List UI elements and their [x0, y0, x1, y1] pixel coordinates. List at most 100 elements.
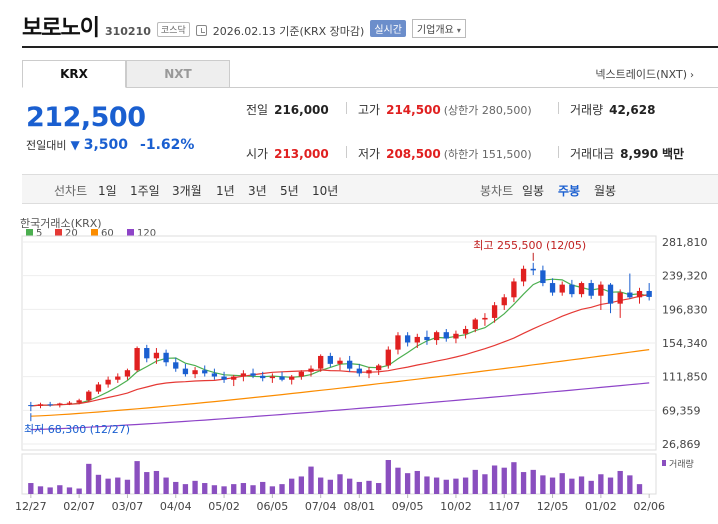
- live-badge[interactable]: 실시간: [370, 20, 406, 37]
- candle-body: [221, 376, 227, 380]
- candle-daily[interactable]: 일봉: [522, 184, 545, 198]
- volume-bar: [173, 481, 179, 494]
- volume-bar: [356, 481, 362, 494]
- period-10y[interactable]: 10년: [312, 184, 339, 198]
- candle-body: [308, 368, 314, 372]
- candle-body: [569, 284, 575, 295]
- stat-sub: (상한가 280,500): [443, 104, 532, 117]
- candle-body: [453, 333, 459, 339]
- volume-bar: [385, 460, 391, 494]
- candle-body: [192, 370, 198, 375]
- candle-body: [318, 355, 324, 369]
- x-tick-label: 01/02: [585, 500, 617, 513]
- stat-value: 213,000: [274, 147, 329, 161]
- x-tick-label: 10/02: [440, 500, 472, 513]
- volume-bar: [269, 486, 276, 494]
- legend-swatch-120: [127, 229, 134, 236]
- stat-value: 214,500: [386, 103, 441, 117]
- chevron-right-icon: ›: [690, 70, 694, 81]
- x-tick-label: 12/27: [15, 500, 47, 513]
- candle-body: [240, 373, 247, 377]
- volume-bar: [395, 467, 401, 494]
- volume-bar: [540, 475, 546, 494]
- period-1y[interactable]: 1년: [216, 184, 235, 198]
- header-divider: [22, 46, 718, 48]
- y-tick-label: 281,810: [662, 236, 708, 249]
- ma-line-60: [30, 349, 650, 417]
- volume-bar: [366, 480, 372, 494]
- candle-body: [28, 405, 34, 407]
- tab-nxt[interactable]: NXT: [126, 60, 230, 88]
- candle-body: [153, 352, 160, 359]
- volume-bar: [66, 487, 73, 494]
- candle-body: [414, 336, 420, 343]
- candle-body: [404, 335, 411, 343]
- price-chart[interactable]: 한국거래소(KRX) 5 20 60 120 281,810 239,320 196,830 1…: [0, 212, 718, 524]
- x-tick-label: 08/01: [343, 500, 375, 513]
- period-1d[interactable]: 1일: [98, 184, 117, 198]
- volume-bar: [636, 484, 643, 494]
- candle-body: [134, 348, 140, 371]
- candle-body: [646, 290, 652, 297]
- legend-swatch-60: [91, 229, 98, 236]
- candle-body: [559, 284, 565, 293]
- stat-amount: 거래대금 8,990 백만: [570, 145, 684, 162]
- volume-bar: [482, 474, 488, 494]
- volume-bar: [134, 461, 140, 494]
- x-tick-label: 05/02: [208, 500, 240, 513]
- y-tick-label: 154,340: [662, 337, 708, 350]
- candle-monthly[interactable]: 월봉: [594, 184, 617, 198]
- candle-weekly[interactable]: 주봉: [558, 184, 581, 198]
- x-tick-label: 09/05: [392, 500, 424, 513]
- tab-krx[interactable]: KRX: [22, 60, 126, 88]
- x-tick-label: 04/04: [160, 500, 192, 513]
- stat-open: 시가 213,000: [246, 145, 329, 162]
- volume-bar: [443, 479, 449, 494]
- nxt-link[interactable]: 넥스트레이드(NXT) ›: [595, 66, 694, 82]
- volume-bar: [520, 472, 527, 494]
- volume-bar: [192, 480, 198, 494]
- volume-bar: [37, 486, 44, 494]
- period-3m[interactable]: 3개월: [172, 184, 202, 198]
- volume-bar: [424, 476, 430, 494]
- candle-body: [211, 373, 218, 377]
- legend-label-20: 20: [65, 228, 78, 239]
- stat-sub: (하한가 151,500): [443, 148, 532, 161]
- stat-label: 거래량: [570, 103, 604, 117]
- period-1w[interactable]: 1주일: [130, 184, 160, 198]
- stat-low: 저가 208,500 (하한가 151,500): [358, 145, 532, 162]
- stat-value: 42,628: [609, 103, 656, 117]
- ma-line-20: [30, 293, 650, 407]
- stat-value: 216,000: [274, 103, 329, 117]
- volume-label: 거래량: [669, 458, 694, 470]
- volume-bar: [617, 470, 623, 494]
- candle-body: [578, 283, 585, 295]
- volume-bar: [95, 474, 102, 494]
- x-tick-label: 02/06: [633, 500, 665, 513]
- company-overview-button[interactable]: 기업개요 ▾: [411, 19, 466, 38]
- stat-label: 거래대금: [570, 147, 615, 161]
- divider: [346, 102, 347, 114]
- volume-bar: [163, 477, 169, 494]
- candle-body: [395, 335, 401, 350]
- stock-header: 보로노이 310210 코스닥 2026.02.13 기준(KRX 장마감) 실…: [22, 10, 466, 46]
- candle-body: [66, 402, 73, 404]
- legend-label-120: 120: [137, 228, 156, 239]
- candle-body: [375, 365, 382, 371]
- candle-body: [144, 348, 150, 359]
- legend-swatch-5: [26, 229, 33, 236]
- candle-body: [598, 284, 604, 296]
- candle-chart-label: 봉차트: [480, 184, 514, 198]
- stock-name: 보로노이: [22, 16, 100, 41]
- price-box: 212,500 전일대비 ▼ 3,500 -1.62%: [26, 102, 194, 153]
- candle-body: [549, 283, 556, 293]
- period-5y[interactable]: 5년: [280, 184, 299, 198]
- candle-body: [279, 376, 285, 380]
- volume-bar: [607, 477, 614, 494]
- line-chart-label: 선차트: [54, 184, 88, 198]
- candle-body: [385, 349, 391, 366]
- stat-high: 고가 214,500 (상한가 280,500): [358, 101, 532, 118]
- period-3y[interactable]: 3년: [248, 184, 267, 198]
- candle-body: [250, 373, 256, 376]
- candle-body: [443, 332, 449, 339]
